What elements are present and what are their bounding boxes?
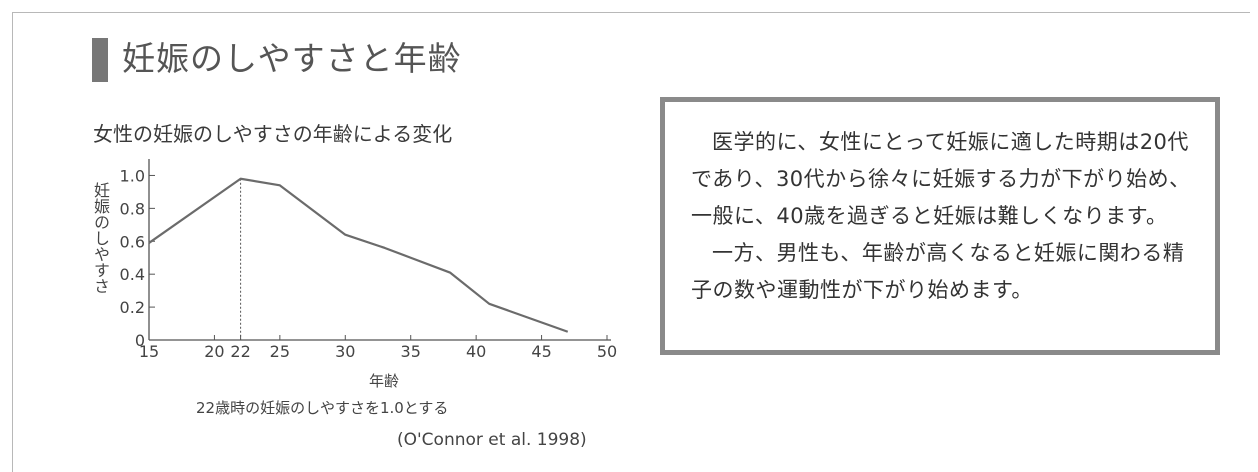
- y-tick-label: 0.2: [120, 298, 145, 317]
- x-axis-label: 年齢: [368, 372, 399, 390]
- x-tick-label: 45: [531, 342, 551, 361]
- x-tick-label: 40: [466, 342, 486, 361]
- x-tick-label: 22: [230, 342, 250, 361]
- line-chart: 0 0.2 0.4 0.6 0.8 1.0 15 20 22 25 30 35 40 45 50: [120, 159, 617, 361]
- x-tick-label: 20: [204, 342, 224, 361]
- series-line: [148, 177, 569, 333]
- page-title: 妊娠のしやすさと年齢: [122, 39, 462, 78]
- x-tick-label: 50: [597, 342, 617, 361]
- title-accent-bar: [92, 38, 108, 82]
- source-citation: (O'Connor et al. 1998): [397, 430, 587, 450]
- y-tick-label: 0: [135, 331, 145, 350]
- x-tick-label: 15: [139, 342, 159, 361]
- y-tick-label: 0.8: [120, 199, 145, 218]
- chart-title: 女性の妊娠のしやすさの年齢による変化: [93, 122, 453, 146]
- x-tick-label: 25: [270, 342, 290, 361]
- page-frame: [12, 12, 1250, 472]
- x-tick-label: 30: [335, 342, 355, 361]
- chart-note: 22歳時の妊娠のしやすさを1.0とする: [196, 399, 449, 417]
- y-tick-label: 0.6: [120, 232, 145, 251]
- y-axis-label: 妊娠のしやすさ: [91, 182, 110, 294]
- y-tick-label: 1.0: [120, 166, 145, 185]
- paragraph-2: 一方、男性も、年齢が高くなると妊娠に関わる精子の数や運動性が下がり始めます。: [691, 241, 1185, 302]
- x-tick-label: 35: [401, 342, 421, 361]
- explanation-box: 医学的に、女性にとって妊娠に適した時期は20代であり、30代から徐々に妊娠する力…: [660, 97, 1220, 355]
- y-tick-label: 0.4: [120, 265, 145, 284]
- paragraph-1: 医学的に、女性にとって妊娠に適した時期は20代であり、30代から徐々に妊娠する力…: [691, 130, 1191, 228]
